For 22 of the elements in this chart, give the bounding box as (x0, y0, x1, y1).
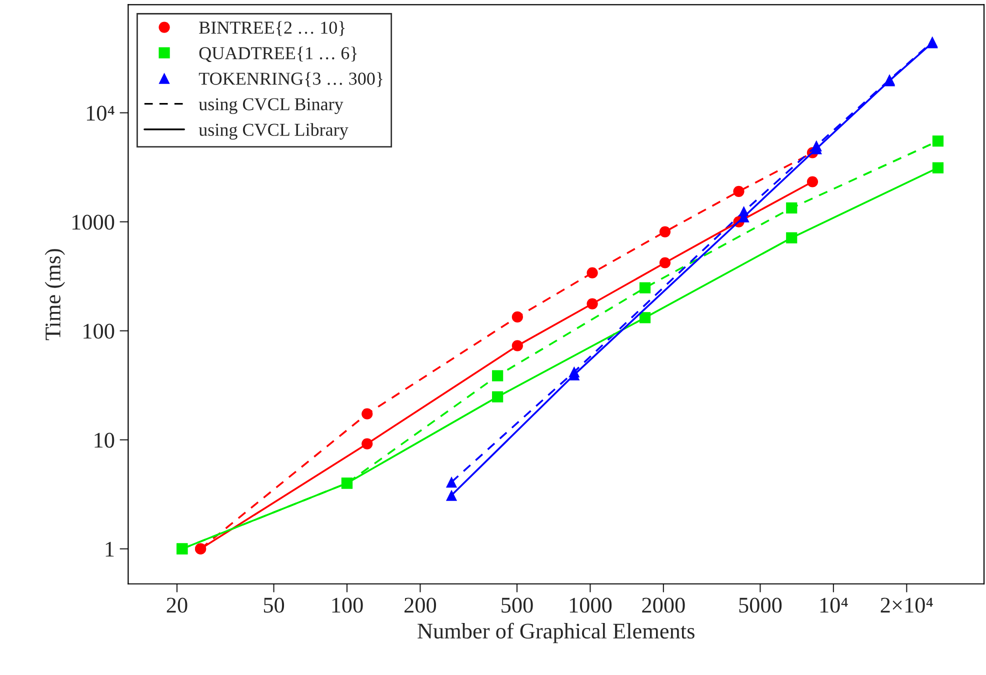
annotation: using CVCL Library (198, 123, 348, 140)
x-tick-label: 2×10⁴ (880, 598, 933, 613)
legend-label: QUADTREE{1 … 6} (199, 46, 357, 62)
x-tick-label: 1000 (570, 598, 612, 613)
x-axis-title: Number of Graphical Elements (418, 622, 694, 644)
y-tick-label: 10 (94, 432, 114, 448)
y-tick-label: 1000 (72, 214, 114, 230)
x-tick-label: 10⁴ (820, 598, 848, 613)
x-tick-label: 5000 (739, 598, 782, 613)
y-tick-label: 100 (84, 324, 114, 339)
legend-label: TOKENRING{3 … 300} (198, 72, 382, 88)
y-axis-title: Time (ms) (44, 249, 65, 340)
x-tick-label: 2000 (642, 598, 685, 613)
x-tick-label: 50 (264, 598, 284, 613)
y-tick-label: 1 (106, 542, 114, 557)
x-tick-label: 200 (404, 598, 436, 613)
y-tick-label: 10⁴ (86, 106, 114, 121)
legend-label: BINTREE{2 … 10} (199, 21, 345, 36)
annotation: using CVCL Binary (198, 98, 344, 114)
x-tick-label: 20 (166, 598, 188, 613)
x-tick-label: 100 (332, 598, 363, 613)
x-tick-label: 500 (502, 598, 533, 613)
